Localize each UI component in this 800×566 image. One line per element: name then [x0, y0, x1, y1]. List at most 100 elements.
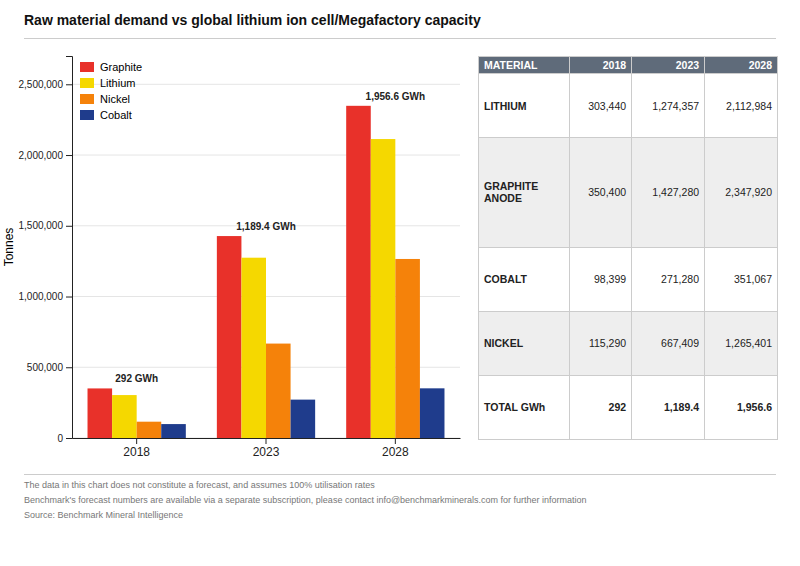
- footnote-rule: [24, 474, 776, 475]
- annotation: 1,189.4 GWh: [236, 221, 295, 232]
- table-cell: 1,189.4: [632, 375, 705, 439]
- legend-item: Cobalt: [80, 109, 132, 121]
- table-row: GRAPHITE ANODE350,4001,427,2802,347,920: [479, 138, 778, 247]
- legend-label: Nickel: [100, 93, 130, 105]
- bar: [291, 400, 316, 438]
- title-rule: [24, 38, 776, 39]
- x-tick-mark: [395, 438, 396, 444]
- table-cell: 1,427,280: [632, 138, 705, 247]
- table-header-cell: 2023: [632, 57, 705, 74]
- x-tick: 2028: [382, 438, 409, 459]
- table-cell: 1,265,401: [705, 311, 778, 375]
- y-axis-line: [66, 57, 73, 439]
- table-row: NICKEL115,290667,4091,265,401: [479, 311, 778, 375]
- legend-item: Graphite: [80, 61, 142, 73]
- table-cell: 1,956.6: [705, 375, 778, 439]
- bar: [161, 424, 186, 438]
- table-row: COBALT98,399271,280351,067: [479, 247, 778, 311]
- x-tick: 2023: [253, 438, 280, 459]
- y-tick: 1,000,000: [19, 291, 73, 302]
- y-axis-title: Tonnes: [2, 228, 16, 267]
- table-cell: 98,399: [570, 247, 632, 311]
- legend-label: Graphite: [100, 61, 142, 73]
- bar: [266, 344, 291, 438]
- y-tick: 0: [57, 433, 72, 444]
- table-cell: 1,274,357: [632, 74, 705, 138]
- x-tick-label: 2028: [382, 445, 409, 459]
- bar: [395, 259, 420, 438]
- bar: [346, 106, 371, 438]
- table-cell: LITHIUM: [479, 74, 570, 138]
- grid: [72, 84, 460, 438]
- table-cell: 350,400: [570, 138, 632, 247]
- y-tick: 2,500,000: [19, 79, 73, 90]
- annotation: 292 GWh: [115, 373, 158, 384]
- legend-swatch: [80, 110, 94, 120]
- table-cell: COBALT: [479, 247, 570, 311]
- table-row: LITHIUM303,4401,274,3572,112,984: [479, 74, 778, 138]
- legend-label: Cobalt: [100, 109, 132, 121]
- y-tick-label: 0: [57, 433, 63, 444]
- table-header-cell: 2018: [570, 57, 632, 74]
- legend-item: Lithium: [80, 77, 135, 89]
- bar: [420, 388, 445, 438]
- chart: 0 500,000 1,000,000 1,500,000 2,000,000 2,500…: [0, 46, 470, 466]
- bar: [137, 422, 162, 438]
- table-cell: 2,112,984: [705, 74, 778, 138]
- legend: Graphite Lithium Nickel Cobalt: [80, 61, 142, 121]
- y-tick-mark: [66, 438, 72, 439]
- legend-swatch: [80, 94, 94, 104]
- legend-label: Lithium: [100, 77, 135, 89]
- page: Raw material demand vs global lithium io…: [0, 0, 800, 566]
- table-cell: 292: [570, 375, 632, 439]
- source: Source: Benchmark Mineral Intelligence: [24, 510, 183, 520]
- grid-line: [72, 155, 460, 156]
- plot: 0 500,000 1,000,000 1,500,000 2,000,000 2,500…: [2, 57, 461, 459]
- table-header-cell: MATERIAL: [479, 57, 570, 74]
- legend-swatch: [80, 78, 94, 88]
- table-cell: 271,280: [632, 247, 705, 311]
- table: MATERIAL201820232028LITHIUM303,4401,274,…: [478, 56, 778, 440]
- table-cell: TOTAL GWh: [479, 375, 570, 439]
- y-tick: 500,000: [27, 362, 72, 373]
- x-tick-mark: [266, 438, 267, 444]
- x-tick-label: 2018: [123, 445, 150, 459]
- legend-item: Nickel: [80, 93, 130, 105]
- y-tick-mark: [66, 226, 72, 227]
- y-tick-mark: [66, 84, 72, 85]
- y-axis: 0 500,000 1,000,000 1,500,000 2,000,000 2,500…: [19, 57, 73, 444]
- bar: [371, 139, 396, 438]
- title: Raw material demand vs global lithium io…: [24, 12, 481, 28]
- y-tick: 2,000,000: [19, 150, 73, 161]
- table-header-row: MATERIAL201820232028: [479, 57, 778, 74]
- table-cell: 351,067: [705, 247, 778, 311]
- table-cell: 115,290: [570, 311, 632, 375]
- y-tick-label: 1,000,000: [19, 291, 64, 302]
- data-table: MATERIAL201820232028LITHIUM303,4401,274,…: [478, 56, 778, 440]
- legend-swatch: [80, 62, 94, 72]
- bar: [112, 395, 137, 438]
- table-cell: 667,409: [632, 311, 705, 375]
- footnote: Benchmark's forecast numbers are availab…: [24, 495, 587, 505]
- table-row: TOTAL GWh2921,189.41,956.6: [479, 375, 778, 439]
- x-tick-mark: [136, 438, 137, 444]
- table-cell: NICKEL: [479, 311, 570, 375]
- x-tick: 2018: [123, 438, 150, 459]
- table-cell: 2,347,920: [705, 138, 778, 247]
- footnote: The data in this chart does not constitu…: [24, 480, 375, 490]
- y-tick-mark: [66, 297, 72, 298]
- table-cell: 303,440: [570, 74, 632, 138]
- y-tick-label: 500,000: [27, 362, 64, 373]
- bars: [88, 106, 445, 438]
- annotations: 292 GWh 1,189.4 GWh 1,956.6 GWh: [115, 91, 425, 385]
- bar: [88, 388, 113, 438]
- y-tick-label: 2,000,000: [19, 150, 64, 161]
- bar: [217, 236, 242, 438]
- y-tick-label: 2,500,000: [19, 79, 64, 90]
- y-tick-mark: [66, 367, 72, 368]
- bar: [241, 258, 266, 438]
- x-axis: 2018 2023 2028: [73, 438, 461, 459]
- y-tick: 1,500,000: [19, 220, 73, 231]
- x-tick-label: 2023: [253, 445, 280, 459]
- annotation: 1,956.6 GWh: [366, 91, 425, 102]
